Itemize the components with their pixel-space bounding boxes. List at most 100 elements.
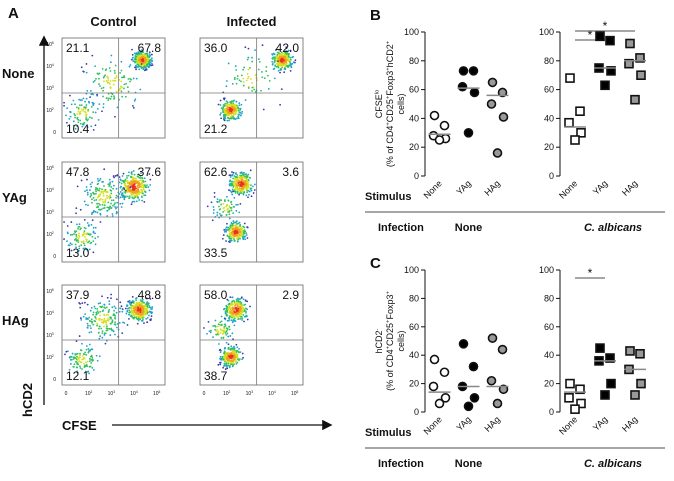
event-dot <box>148 305 151 307</box>
data-point <box>630 390 640 400</box>
event-dot <box>133 180 136 182</box>
event-dot <box>233 354 236 356</box>
data-point <box>624 58 634 69</box>
event-dot <box>129 190 131 193</box>
event-dot <box>80 361 83 364</box>
event-dot <box>232 303 235 306</box>
event-dot <box>242 313 245 316</box>
data-point <box>575 384 585 395</box>
event-dot <box>115 210 118 213</box>
infection-label: Infection <box>378 458 424 470</box>
y-axis-label: cells) <box>396 93 406 114</box>
event-dot <box>239 109 242 111</box>
event-dot <box>121 189 124 191</box>
event-dot <box>238 180 240 182</box>
event-dot <box>66 225 69 227</box>
event-dot <box>233 234 235 237</box>
event-dot <box>222 117 225 120</box>
event-dot <box>222 337 225 339</box>
event-dot <box>244 235 246 238</box>
event-dot <box>65 350 68 353</box>
data-point <box>575 106 585 116</box>
event-dot <box>121 95 124 98</box>
event-dot <box>242 189 245 191</box>
event-dot <box>70 221 73 223</box>
event-dot <box>146 304 149 307</box>
event-dot <box>149 298 152 300</box>
event-dot <box>258 61 261 63</box>
event-dot <box>78 245 81 248</box>
data-point <box>487 77 498 88</box>
x-tick-label: YAg <box>454 178 473 197</box>
event-dot <box>242 173 245 176</box>
event-dot <box>149 306 152 309</box>
event-dot <box>120 182 123 185</box>
event-dot <box>99 310 102 313</box>
superscript: 3 <box>113 390 115 394</box>
event-dot <box>234 226 237 229</box>
event-dot <box>110 316 112 319</box>
data-point <box>595 343 605 353</box>
event-dot <box>230 191 233 194</box>
flow-plot <box>61 161 166 263</box>
event-dot <box>241 309 243 312</box>
event-dot <box>230 222 233 224</box>
event-dot <box>92 313 94 316</box>
event-dot <box>222 202 225 205</box>
event-dot <box>99 302 102 304</box>
event-dot <box>236 346 239 349</box>
event-dot <box>138 199 141 201</box>
data-point <box>625 38 635 49</box>
event-dot <box>203 327 205 329</box>
event-dot <box>107 183 110 186</box>
event-dot <box>234 182 237 185</box>
event-dot <box>131 187 134 189</box>
event-dot <box>103 207 106 209</box>
event-dot <box>224 346 226 349</box>
x-tick-label: 104 <box>130 390 138 397</box>
event-dot <box>118 310 121 313</box>
event-dot <box>98 331 100 334</box>
event-dot <box>146 309 149 312</box>
event-dot <box>90 213 93 215</box>
event-dot <box>128 299 131 302</box>
event-dot <box>216 214 219 217</box>
event-dot <box>85 317 88 319</box>
event-dot <box>114 206 117 208</box>
y-tick-label: 0 <box>53 254 56 260</box>
event-dot <box>226 298 229 301</box>
event-dot <box>137 302 140 305</box>
row-label: None <box>2 66 35 81</box>
event-dot <box>79 354 81 357</box>
event-dot <box>116 323 119 325</box>
event-dot <box>99 85 101 87</box>
event-dot <box>231 300 234 303</box>
event-dot <box>81 125 84 128</box>
event-dot <box>133 197 135 200</box>
event-dot <box>230 231 233 234</box>
event-dot <box>119 85 122 88</box>
x-tick-label: 103 <box>246 390 254 397</box>
event-dot <box>241 305 244 308</box>
event-dot <box>107 313 110 316</box>
event-dot <box>140 189 143 192</box>
x-tick-label: HAg <box>620 414 639 433</box>
event-dot <box>75 239 78 242</box>
event-dot <box>146 321 149 324</box>
event-dot <box>260 89 262 92</box>
data-point <box>606 378 616 389</box>
event-dot <box>74 243 77 246</box>
event-dot <box>225 309 228 312</box>
event-dot <box>63 104 65 107</box>
event-dot <box>148 311 151 313</box>
event-dot <box>237 109 240 112</box>
quadrant-value: 3.6 <box>282 165 299 179</box>
event-dot <box>107 317 109 320</box>
event-dot <box>119 87 122 90</box>
event-dot <box>220 329 223 332</box>
event-dot <box>86 326 89 329</box>
event-dot <box>89 309 92 312</box>
event-dot <box>90 241 93 244</box>
quadrant-value: 47.8 <box>66 165 90 179</box>
event-dot <box>90 223 93 226</box>
